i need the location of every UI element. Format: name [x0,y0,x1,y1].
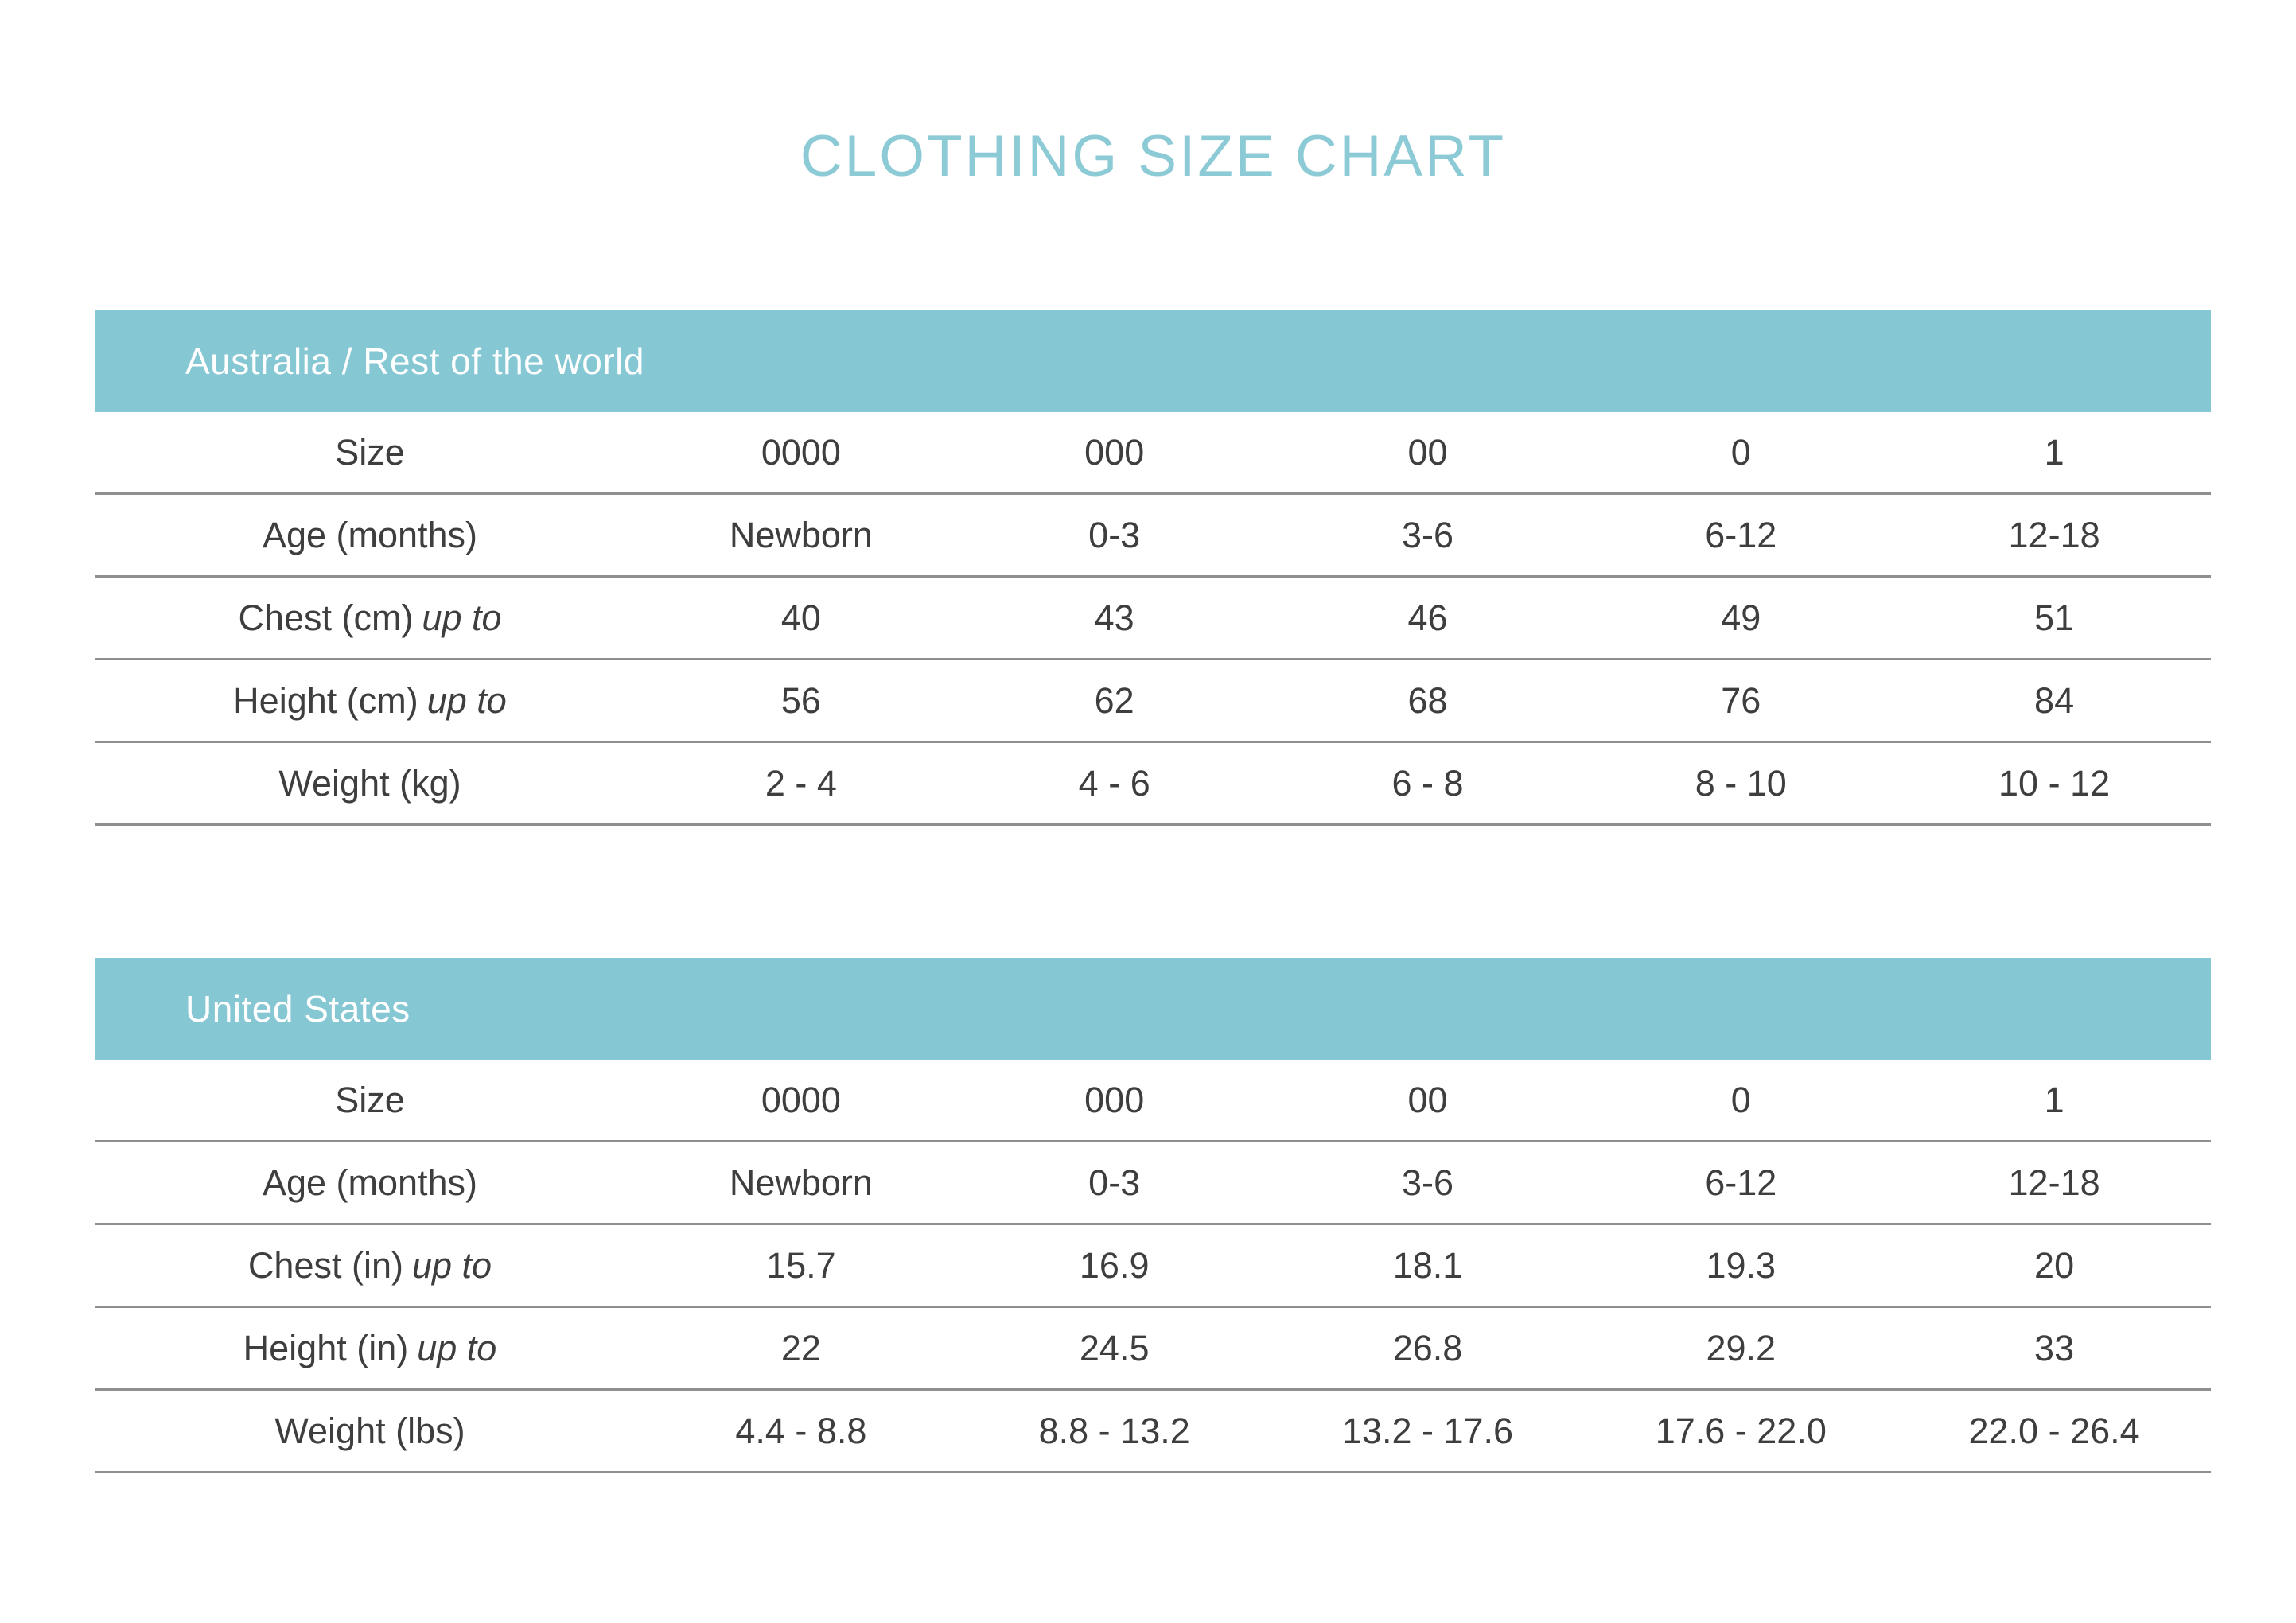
table-cell: 3-6 [1401,1162,1454,1203]
table-cell: 3-6 [1401,514,1454,555]
table-cell: 0-3 [1088,1162,1141,1203]
table-cell: 68 [1407,679,1448,721]
table-cell: 12-18 [2008,514,2100,555]
table-cell: 6-12 [1705,514,1777,555]
row-label-qualifier: up to [417,1327,497,1368]
table-row-size: Size 0000 000 00 0 1 [95,412,2211,495]
table-cell: 1 [2044,431,2064,473]
row-label-text: Size [335,1079,405,1120]
row-label: Size [95,1080,644,1121]
table-cell: 0000 [761,431,841,473]
size-chart-table-united-states: United States Size 0000 000 00 0 1 Age (… [95,958,2211,1473]
row-label: Chest (in) up to [95,1245,644,1286]
row-label: Weight (lbs) [95,1411,644,1452]
table-cell: 000 [1084,431,1145,473]
size-chart-table-australia: Australia / Rest of the world Size 0000 … [95,310,2211,826]
table-cell: 46 [1407,597,1448,638]
row-label-text: Size [335,431,405,473]
row-label: Height (cm) up to [95,680,644,722]
row-label-text: Weight (lbs) [274,1410,465,1451]
row-label: Weight (kg) [95,763,644,804]
table-cell: 4 - 6 [1078,762,1150,804]
table-cell: 2 - 4 [765,762,837,804]
table-cell: 24.5 [1079,1327,1150,1368]
row-label-qualifier: up to [426,679,507,721]
row-label: Age (months) [95,1162,644,1204]
row-label: Age (months) [95,515,644,556]
table-cell: 17.6 - 22.0 [1655,1410,1827,1451]
table-cell: Newborn [729,1162,873,1203]
table-cell: 000 [1084,1079,1145,1120]
table-cell: 29.2 [1706,1327,1776,1368]
table-cell: 15.7 [766,1244,836,1286]
table-cell: 10 - 12 [1998,762,2111,804]
table-cell: 76 [1721,679,1761,721]
row-label-text: Chest (cm) [238,597,414,638]
table-cell: 40 [780,597,821,638]
table-cell: 20 [2034,1244,2075,1286]
table-cell: 0 [1730,1079,1751,1120]
table-cell: 8 - 10 [1695,762,1787,804]
table-cell: 19.3 [1706,1244,1776,1286]
table-cell: 6 - 8 [1391,762,1464,804]
table-cell: 13.2 - 17.6 [1341,1410,1514,1451]
row-label-qualifier: up to [411,1244,492,1286]
table-row-height: Height (cm) up to 56 62 68 76 84 [95,660,2211,743]
table-cell: 8.8 - 13.2 [1038,1410,1190,1451]
row-label-text: Age (months) [262,514,478,555]
table-row-weight: Weight (lbs) 4.4 - 8.8 8.8 - 13.2 13.2 -… [95,1391,2211,1473]
table-cell: 33 [2034,1327,2075,1368]
table-row-age: Age (months) Newborn 0-3 3-6 6-12 12-18 [95,495,2211,578]
table-cell: 0000 [761,1079,841,1120]
table-cell: 56 [780,679,821,721]
table-title: United States [185,988,411,1029]
table-cell: 22.0 - 26.4 [1968,1410,2140,1451]
table-cell: 43 [1094,597,1134,638]
row-label-text: Age (months) [262,1162,478,1203]
row-label-qualifier: up to [422,597,502,638]
table-cell: 49 [1721,597,1761,638]
table-title-bar: United States [95,958,2211,1060]
table-cell: 6-12 [1705,1162,1777,1203]
table-title: Australia / Rest of the world [185,341,644,382]
page-title: CLOTHING SIZE CHART [800,124,1507,189]
row-label-text: Chest (in) [247,1244,403,1286]
table-cell: 16.9 [1079,1244,1150,1286]
table-cell: 0 [1730,431,1751,473]
table-row-weight: Weight (kg) 2 - 4 4 - 6 6 - 8 8 - 10 10 … [95,743,2211,826]
table-row-height: Height (in) up to 22 24.5 26.8 29.2 33 [95,1308,2211,1391]
table-title-bar: Australia / Rest of the world [95,310,2211,412]
table-cell: 1 [2044,1079,2064,1120]
row-label: Chest (cm) up to [95,597,644,639]
table-cell: 0-3 [1088,514,1141,555]
table-cell: 00 [1407,431,1448,473]
table-cell: 4.4 - 8.8 [735,1410,867,1451]
table-cell: 62 [1094,679,1134,721]
table-cell: 26.8 [1392,1327,1463,1368]
row-label: Size [95,432,644,473]
table-cell: 18.1 [1392,1244,1463,1286]
row-label-text: Height (cm) [233,679,418,721]
row-label: Height (in) up to [95,1328,644,1369]
table-row-chest: Chest (in) up to 15.7 16.9 18.1 19.3 20 [95,1225,2211,1308]
table-cell: Newborn [729,514,873,555]
table-cell: 84 [2034,679,2075,721]
table-row-age: Age (months) Newborn 0-3 3-6 6-12 12-18 [95,1142,2211,1225]
row-label-text: Height (in) [243,1327,409,1368]
row-label-text: Weight (kg) [278,762,461,804]
table-row-chest: Chest (cm) up to 40 43 46 49 51 [95,578,2211,660]
table-cell: 51 [2034,597,2075,638]
table-cell: 00 [1407,1079,1448,1120]
table-cell: 22 [780,1327,821,1368]
table-cell: 12-18 [2008,1162,2100,1203]
table-row-size: Size 0000 000 00 0 1 [95,1060,2211,1142]
